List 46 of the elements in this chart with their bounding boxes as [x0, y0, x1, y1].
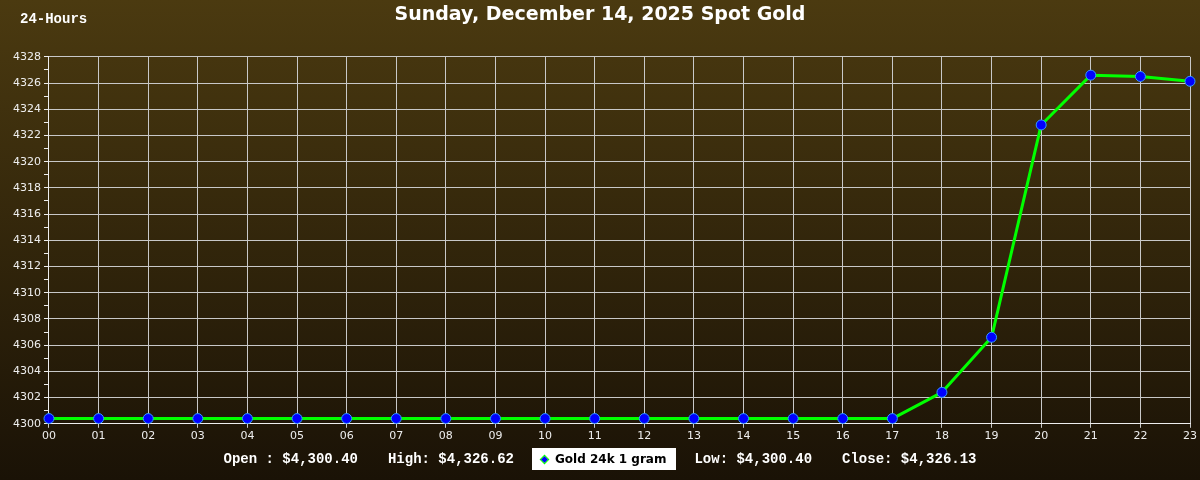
x-tick-label: 04	[240, 429, 255, 443]
text: Open : $4,300.40	[223, 451, 358, 467]
x-tick-label: 22	[1133, 429, 1148, 443]
x-tick-label: 16	[835, 429, 850, 443]
text: Close: $4,326.13	[842, 451, 977, 467]
y-tick-label: 4326	[12, 75, 41, 89]
x-tick-label: 19	[984, 429, 999, 443]
x-tick-label: 03	[190, 429, 205, 443]
x-tick-label: 09	[488, 429, 503, 443]
x-tick-label: 14	[736, 429, 751, 443]
y-tick-label: 4316	[12, 206, 41, 220]
x-tick-label: 06	[339, 429, 354, 443]
legend-label: Gold 24k 1 gram	[554, 452, 667, 466]
y-tick-label: 4314	[12, 233, 41, 247]
y-tick-label: 4302	[12, 390, 41, 404]
x-tick-label: 20	[1034, 429, 1049, 443]
x-tick-label: 18	[934, 429, 949, 443]
x-tick-label: 07	[389, 429, 404, 443]
y-tick-label: 4304	[12, 364, 41, 378]
x-tick-label: 05	[290, 429, 305, 443]
y-tick-label: 4312	[12, 259, 41, 273]
x-tick-label: 17	[885, 429, 900, 443]
x-tick-label: 12	[637, 429, 652, 443]
x-tick-label: 08	[438, 429, 453, 443]
x-tick-label: 23	[1183, 429, 1197, 443]
x-tick-label: 11	[587, 429, 602, 443]
text: Low: $4,300.40	[694, 451, 813, 467]
y-tick-label: 4318	[12, 180, 41, 194]
y-tick-label: 4310	[12, 285, 41, 299]
x-tick-label: 13	[686, 429, 701, 443]
chart-title: Sunday, December 14, 2025 Spot Gold	[394, 2, 806, 25]
x-tick-label: 15	[786, 429, 801, 443]
y-tick-label: 4300	[12, 416, 41, 430]
x-tick-label: 02	[141, 429, 156, 443]
x-tick-label: 10	[538, 429, 553, 443]
text: High: $4,326.62	[387, 451, 514, 467]
y-tick-label: 4306	[12, 338, 41, 352]
y-tick-label: 4328	[12, 49, 41, 63]
x-tick-label: 00	[41, 429, 56, 443]
y-tick-label: 4324	[12, 102, 41, 116]
y-tick-label: 4322	[12, 128, 41, 142]
y-tick-label: 4308	[12, 311, 41, 325]
chart-subtitle: 24-Hours	[20, 11, 88, 27]
x-tick-label: 01	[91, 429, 106, 443]
y-tick-label: 4320	[12, 154, 41, 168]
x-tick-label: 21	[1083, 429, 1098, 443]
